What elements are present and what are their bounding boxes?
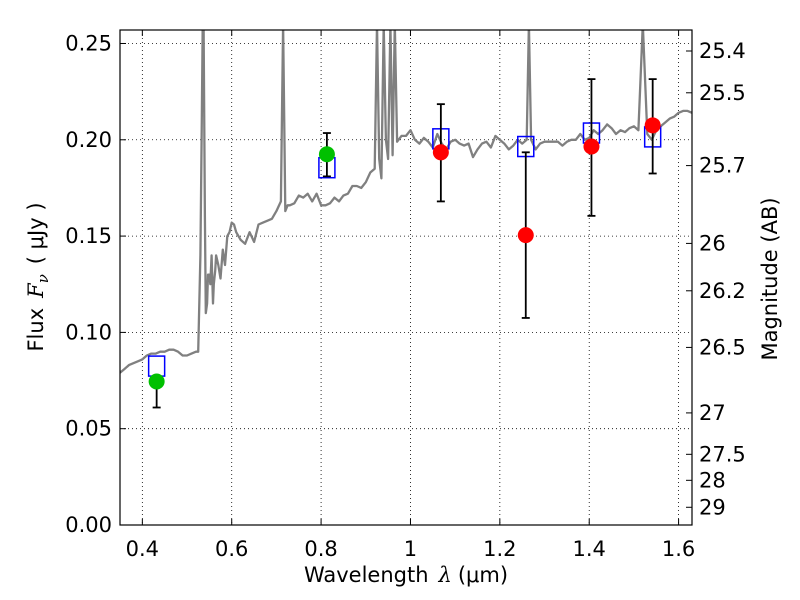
observed-point	[644, 117, 661, 134]
x-axis-label: Wavelength λ (μm)	[304, 563, 508, 587]
y2-tick-label: 29	[699, 495, 726, 519]
y2-tick-label: 25.5	[699, 81, 746, 105]
axis-ticks: 0.4 0.6 0.8 1 1.2 1.4 1.6 0.00 0.05 0.10 0.15 0.20 0…	[65, 30, 746, 561]
x-tick-label: 1.6	[662, 537, 695, 561]
y2-tick-label: 25.4	[699, 39, 746, 63]
y2-tick-label: 26.2	[699, 279, 746, 303]
y-tick-label: 0.05	[65, 417, 112, 441]
x-tick-label: 0.8	[304, 537, 337, 561]
y2-tick-label: 28	[699, 468, 726, 492]
observed-point	[318, 146, 335, 163]
y-axis-label: FluxFν( μJy )	[24, 202, 52, 351]
x-tick-label: 0.4	[126, 537, 159, 561]
x-tick-label: 1	[404, 537, 417, 561]
plot-frame	[119, 29, 693, 526]
model-photometry-marker	[147, 355, 166, 377]
x-tick-label: 1.2	[483, 537, 516, 561]
x-tick-label: 0.6	[215, 537, 248, 561]
plot-area	[120, 30, 692, 409]
spectrum-line	[120, 30, 692, 374]
x-tick-label: 1.4	[573, 537, 606, 561]
y-tick-label: 0.10	[65, 320, 112, 344]
y2-tick-label: 26.5	[699, 335, 746, 359]
y2-tick-label: 25.7	[699, 154, 746, 178]
y-tick-label: 0.25	[65, 31, 112, 55]
y-tick-label: 0.00	[65, 513, 112, 537]
y2-tick-label: 27.5	[699, 442, 746, 466]
observed-point	[583, 138, 600, 155]
observed-point	[432, 144, 449, 161]
y-tick-label: 0.20	[65, 128, 112, 152]
observed-point	[148, 373, 165, 390]
y2-tick-label: 26	[699, 231, 726, 255]
y2-tick-label: 27	[699, 401, 726, 425]
y2-axis-label: Magnitude (AB)	[758, 197, 782, 360]
y-tick-label: 0.15	[65, 224, 112, 248]
observed-point	[517, 227, 534, 244]
